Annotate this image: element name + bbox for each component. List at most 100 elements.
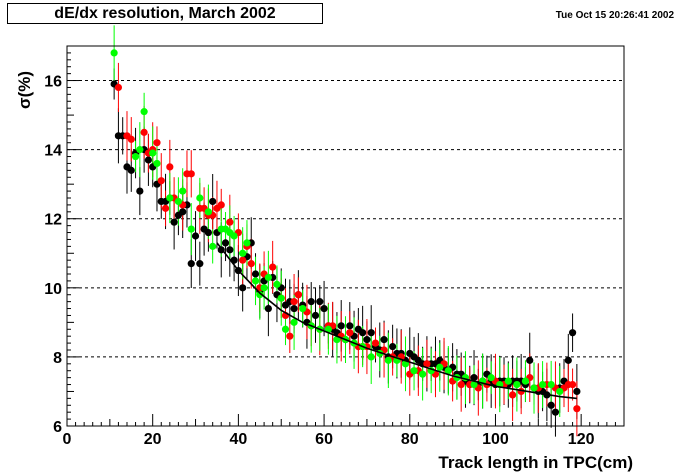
data-point (410, 367, 418, 375)
x-axis-title: Track length in TPC(cm) (438, 453, 633, 472)
data-point (277, 294, 285, 302)
data-point (457, 380, 465, 389)
data-point (504, 377, 512, 385)
data-point (521, 377, 530, 385)
data-point (371, 339, 380, 347)
data-point (226, 246, 234, 254)
data-point (363, 336, 371, 344)
x-tick-label: 60 (315, 431, 333, 448)
data-point (179, 208, 187, 216)
data-point (140, 128, 148, 136)
data-point (324, 325, 332, 333)
chart-title: dE/dx resolution, March 2002 (7, 3, 323, 24)
data-point (269, 263, 277, 271)
data-point (127, 135, 135, 143)
data-point (513, 380, 521, 389)
data-point (264, 273, 272, 282)
data-point (209, 242, 217, 250)
data-point (131, 152, 140, 161)
y-tick-label: 10 (44, 281, 62, 298)
data-point (568, 380, 577, 389)
data-point (470, 380, 478, 389)
tick-labels: 0 20 40 60 80 100 120 6 8 10 12 14 16 (44, 74, 594, 448)
data-point (564, 356, 572, 364)
data-point (436, 363, 444, 371)
data-point (256, 291, 264, 299)
data-point (470, 374, 478, 382)
data-point (110, 49, 118, 57)
x-tick-label: 20 (144, 431, 162, 448)
data-point (286, 332, 294, 340)
data-point (127, 166, 135, 174)
data-point (346, 322, 354, 330)
data-point (573, 387, 581, 396)
data-point (547, 401, 555, 409)
data-point (170, 218, 178, 226)
data-point (389, 342, 397, 351)
axes (66, 45, 625, 427)
fit-curve (216, 242, 577, 400)
y-tick-label: 8 (53, 350, 62, 367)
data-point (230, 232, 238, 240)
data-point (187, 260, 195, 268)
data-point (526, 356, 534, 364)
data-point (239, 284, 247, 292)
data-point (568, 329, 577, 337)
data-point (547, 380, 555, 389)
data-point (311, 311, 320, 320)
x-tick-label: 80 (401, 431, 419, 448)
data-point (174, 197, 182, 206)
data-point (196, 194, 204, 202)
data-point (260, 284, 268, 292)
data-point (290, 304, 298, 313)
data-point (530, 384, 538, 392)
data-point (217, 201, 225, 209)
x-tick-label: 100 (482, 431, 509, 448)
data-point (273, 280, 281, 288)
data-point (444, 367, 452, 375)
data-point (209, 197, 217, 206)
data-point (204, 228, 212, 237)
x-tick-label: 120 (568, 431, 595, 448)
grid-lines (67, 80, 624, 358)
data-point (320, 304, 328, 313)
data-point (179, 187, 187, 195)
data-point (239, 249, 247, 257)
x-tick-label: 40 (229, 431, 247, 448)
data-point (316, 298, 324, 306)
y-tick-label: 12 (44, 212, 62, 229)
data-point (290, 298, 298, 306)
data-point (221, 239, 230, 247)
data-point (144, 156, 153, 164)
data-point (251, 277, 260, 285)
data-point (187, 225, 195, 233)
data-point (187, 170, 195, 178)
data-point (114, 83, 123, 92)
data-point (508, 391, 517, 399)
data-point (294, 291, 302, 299)
data-point (380, 336, 388, 344)
data-point (384, 356, 392, 364)
data-point (264, 304, 272, 313)
y-axis-title: σ(%) (15, 71, 34, 109)
data-point (538, 380, 547, 389)
data-point (149, 149, 157, 157)
fit-line (216, 242, 577, 400)
y-tick-label: 6 (53, 419, 62, 436)
data-point (153, 159, 161, 168)
data-point (239, 256, 247, 264)
error-bars (113, 25, 578, 437)
data-point (166, 163, 174, 171)
data-point (251, 270, 260, 278)
x-tick-label: 0 (63, 431, 72, 448)
data-point (226, 218, 234, 226)
data-point (359, 329, 367, 337)
y-tick-label: 16 (44, 74, 62, 91)
data-point (367, 353, 375, 361)
data-point (191, 232, 200, 240)
data-point (157, 177, 165, 185)
data-point (204, 208, 212, 216)
y-tick-label: 14 (44, 143, 62, 160)
data-point (243, 239, 251, 247)
